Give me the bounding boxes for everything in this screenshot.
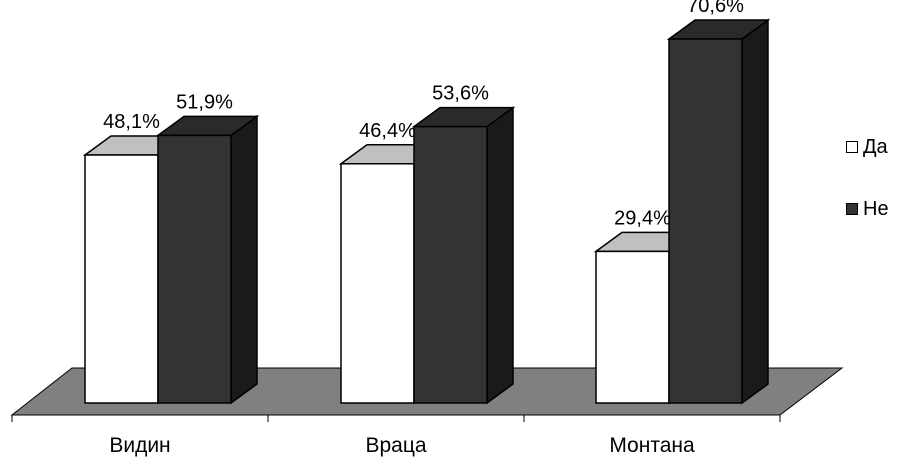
bar-da-1 — [340, 163, 415, 404]
legend-swatch-ne — [846, 203, 858, 215]
legend-item-da: Да — [846, 132, 889, 162]
legend-swatch-da — [846, 141, 858, 153]
legend: Да Не — [846, 132, 889, 256]
bar-da-0 — [84, 154, 159, 404]
data-label-ne-2: 70,6% — [687, 0, 744, 17]
bar-side-ne-2 — [741, 18, 769, 405]
bar-ne-0 — [157, 134, 232, 404]
x-tick-label-0: Видин — [109, 434, 170, 457]
data-label-ne-0: 51,9% — [176, 91, 233, 113]
legend-label-ne: Не — [863, 197, 889, 220]
x-tick-label-2: Монтана — [609, 434, 695, 457]
data-label-ne-1: 53,6% — [432, 83, 489, 105]
x-tick-label-1: Враца — [365, 434, 426, 457]
bar-side-ne-0 — [230, 114, 258, 405]
bar-ne-1 — [413, 125, 488, 404]
bar-side-ne-1 — [486, 106, 514, 405]
legend-label-da: Да — [863, 135, 888, 158]
legend-item-ne: Не — [846, 194, 889, 224]
bar-da-2 — [595, 250, 670, 404]
bar-ne-2 — [668, 38, 743, 404]
data-label-da-1: 46,4% — [359, 120, 416, 142]
data-label-da-0: 48,1% — [103, 111, 160, 133]
data-label-da-2: 29,4% — [614, 207, 671, 229]
